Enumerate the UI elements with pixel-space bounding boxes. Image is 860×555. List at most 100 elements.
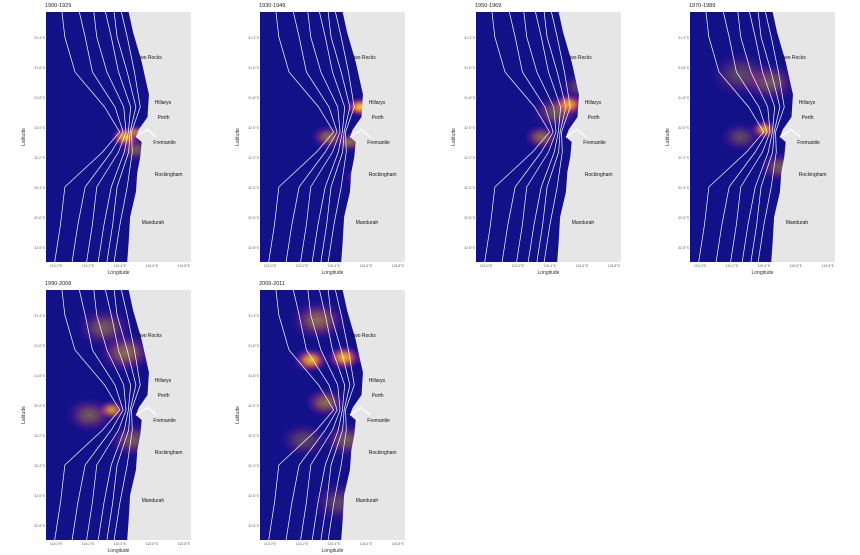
land-area [127,12,191,262]
x-tick-label: 115.8°E [177,264,191,268]
y-tick-label: 31.4°S [678,36,689,41]
river-channel [349,128,371,138]
y-tick-label: 32.8°S [248,246,259,251]
x-tick-label: 115.6°E [359,542,373,546]
bathymetry-contour [113,290,141,540]
heatmap-plot: Two Rocks Hillarys Perth Fremantle Rockingha… [46,290,191,540]
place-label: Mandurah [141,497,165,504]
bathymetry-contour [106,12,137,262]
x-axis-label: Longitude [321,548,344,554]
x-tick-label: 115.4°E [113,264,127,268]
place-label: Rockingham [798,172,827,178]
bathymetry-contour [71,290,124,540]
x-tick-label: 115.4°E [327,542,341,546]
bathymetry-contour [285,12,338,262]
y-tick-label: 31.8°S [678,96,689,101]
bathymetry-contour [327,290,355,540]
heatmap-plot: Two Rocks Hillarys Perth Fremantle Rockingha… [260,12,405,262]
bathymetry-contour [536,12,567,262]
y-tick-label: 32.0°S [34,404,45,409]
y-tick-label: 32.4°S [678,186,689,191]
bathymetry-contour [86,290,127,540]
land-area [127,290,191,540]
x-axis-label: Longitude [321,270,344,276]
y-tick-label: 32.2°S [678,156,689,161]
bathymetry-contour [527,12,562,262]
y-tick-label: 31.8°S [34,96,45,101]
y-tick-label: 31.6°S [248,66,259,71]
place-label: Mandurah [355,219,379,226]
bathymetry-contour [320,12,351,262]
y-tick-label: 32.8°S [34,524,45,529]
bathymetry-contour [327,12,355,262]
density-hotspot [523,124,560,150]
place-label: Hillarys [368,99,386,106]
density-hotspot [64,396,115,434]
bathymetry-contour [86,12,127,262]
y-tick-label: 31.4°S [464,36,475,41]
density-hotspot [292,347,329,373]
x-tick-label: 115.6°E [359,264,373,268]
y-axis-label: Latitude [664,128,671,146]
density-map [54,290,191,540]
x-axis-label: Longitude [751,270,774,276]
panel-title: 1990-2008 [45,281,72,287]
place-label: Mandurah [355,497,379,504]
y-tick-label: 32.6°S [34,216,45,221]
x-tick-label: 115.2°E [81,264,95,268]
bathymetry-contour [106,290,137,540]
bathymetry-contour [54,12,121,262]
x-axis-label: Longitude [107,270,130,276]
place-label: Rockingham [154,450,183,456]
x-tick-label: 115.8°E [391,264,405,268]
x-tick-label: 115.6°E [145,542,159,546]
place-label: Perth [801,114,814,121]
y-tick-label: 32.2°S [248,434,259,439]
place-label: Fremantle [367,139,390,146]
map-panel: 1990-2008 Two Rocks Hillarys Perth Fremantle… [21,281,197,554]
density-hotspot [75,306,133,349]
panel-title: 1950-1969 [475,3,502,9]
y-tick-label: 32.4°S [248,186,259,191]
bathymetry-contour [268,290,335,540]
x-tick-label: 115.0°E [479,264,493,268]
map-panel: 1900-1929 Two Rocks Hillarys Perth Fremantle… [21,3,197,276]
y-tick-label: 32.4°S [34,186,45,191]
y-tick-label: 31.6°S [248,344,259,349]
density-hotspot [326,344,363,371]
y-tick-label: 32.2°S [464,156,475,161]
river-channel [565,128,587,138]
river-channel [349,406,371,416]
x-tick-label: 115.2°E [295,264,309,268]
density-map [54,12,191,262]
y-axis-label: Latitude [234,406,241,424]
x-tick-label: 115.2°E [81,542,95,546]
bathymetry-contour [698,12,765,262]
place-label: Two Rocks [567,54,592,61]
heatmap-plot: Two Rocks Hillarys Perth Fremantle Rockingha… [476,12,621,262]
bathymetry-contour [54,290,121,540]
density-map [268,12,405,262]
density-hotspot [303,386,347,419]
bathymetry-contour [268,12,335,262]
x-tick-label: 115.4°E [543,264,557,268]
x-tick-label: 115.0°E [49,542,63,546]
bathymetry-contour [715,12,768,262]
bathymetry-contour [320,290,351,540]
bathymetry-contour [97,290,132,540]
heatmap-plot: Two Rocks Hillarys Perth Fremantle Rockingha… [46,12,191,262]
place-label: Two Rocks [137,54,162,61]
bathymetry-contour [71,12,124,262]
panel-title: 1900-1929 [45,3,72,9]
river-channel [135,406,157,416]
y-tick-label: 31.4°S [34,314,45,319]
x-tick-label: 115.0°E [693,264,707,268]
land-area [341,290,405,540]
place-label: Perth [587,114,600,121]
place-label: Two Rocks [351,332,376,339]
x-axis-label: Longitude [107,548,130,554]
density-map [268,290,405,540]
x-tick-label: 115.8°E [607,264,621,268]
x-tick-label: 115.6°E [145,264,159,268]
x-tick-label: 115.0°E [263,542,277,546]
